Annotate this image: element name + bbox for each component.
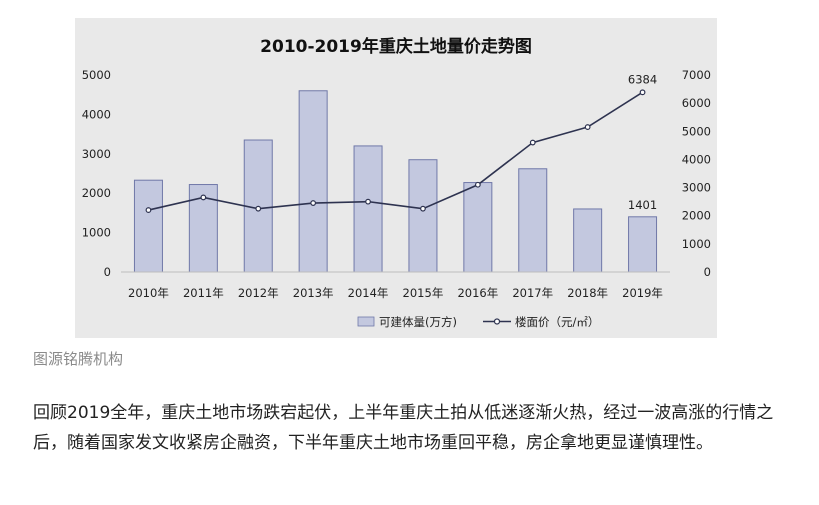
data-label: 1401 [628,198,657,212]
right-axis-tick: 0 [704,265,711,279]
price-point [365,198,371,205]
land-volume-price-chart: 2010-2019年重庆土地量价走势图 0 1000 2000 3000 4000 500… [82,36,711,329]
price-point [420,205,426,212]
price-point [310,200,317,206]
legend-label-price: 楼面价（元/㎡） [515,315,599,329]
price-point [145,207,152,213]
x-axis-tick: 2010年 [128,286,169,300]
article-paragraph: 回顾2019全年，重庆土地市场跌宕起伏，上半年重庆土拍从低迷逐渐火热，经过一波高… [33,403,774,453]
image-caption: 图源铭腾机构 [33,350,124,368]
left-axis-tick: 5000 [82,68,111,82]
price-point [584,124,591,130]
x-axis-tick: 2017年 [512,286,553,300]
right-axis-tick: 4000 [682,152,711,166]
volume-bar [628,216,658,273]
legend-label-volume: 可建体量(万方) [379,315,457,329]
volume-bar [298,90,328,273]
left-axis-tick: 4000 [82,107,111,121]
price-line [148,91,643,211]
right-axis-tick: 7000 [682,68,711,82]
right-axis-tick: 3000 [682,181,711,195]
price-point [255,205,262,212]
x-axis-tick: 2018年 [567,286,608,300]
volume-bar [408,159,438,273]
volume-bar [133,179,163,273]
x-axis-tick: 2015年 [403,286,444,300]
left-axis-tick: 1000 [82,226,111,240]
x-axis-tick: 2012年 [238,286,279,300]
volume-bar [573,208,603,273]
chart-title: 2010-2019年重庆土地量价走势图 [260,36,532,57]
x-axis-tick: 2014年 [348,286,389,300]
left-axis-tick: 0 [104,265,111,279]
x-axis-tick: 2016年 [457,286,498,300]
chart-panel: 2010-2019年重庆土地量价走势图 0 1000 2000 3000 4000 500… [75,18,717,338]
right-axis-tick: 5000 [682,124,711,138]
right-axis-tick: 2000 [682,209,711,223]
volume-bar [463,182,493,273]
price-point [200,194,207,201]
volume-bar [353,145,383,273]
left-axis-tick: 2000 [82,186,111,200]
x-axis-tick: 2019年 [622,286,663,300]
data-label: 6384 [628,72,657,86]
right-axis-tick: 6000 [682,96,711,110]
price-point [639,89,646,96]
legend: 可建体量(万方) 楼面价（元/㎡） [357,315,599,329]
right-axis-tick: 1000 [682,237,711,251]
volume-bar [518,168,548,273]
legend-swatch-volume [357,316,375,327]
x-axis-tick: 2011年 [183,286,224,300]
price-point [474,181,481,188]
legend-swatch-price-marker [493,318,501,325]
left-axis-tick: 3000 [82,147,111,161]
x-axis-tick: 2013年 [293,286,334,300]
price-point [529,139,536,146]
